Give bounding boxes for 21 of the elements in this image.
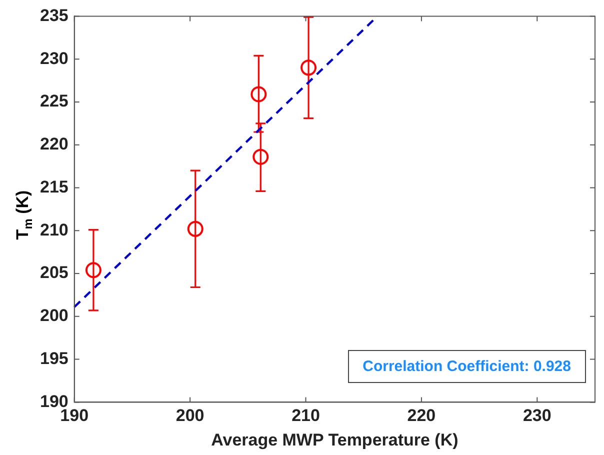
y-tick-label: 220 (40, 134, 68, 154)
x-tick-label: 220 (407, 406, 436, 426)
y-tick-label: 235 (40, 6, 68, 25)
x-tick-label: 210 (292, 406, 320, 426)
y-tick-label: 205 (40, 263, 68, 282)
x-tick-label: 190 (60, 406, 89, 426)
point (85, 262, 102, 278)
y-tick-label: 200 (40, 306, 68, 326)
x-tick-label: 200 (176, 406, 204, 426)
point (250, 86, 267, 102)
x-axis-title: Average MWP Temperature (K) (211, 430, 458, 450)
y-tick-label: 230 (40, 48, 68, 68)
point (252, 148, 269, 165)
point (187, 220, 204, 237)
point (300, 60, 317, 76)
y-tick-label: 215 (40, 177, 68, 196)
y-tick-label: 225 (40, 92, 68, 111)
y-tick-label: 210 (40, 220, 68, 240)
y-tick-label: 195 (40, 349, 68, 368)
annotation: Correlation Coefficient: 0.928 (348, 350, 586, 383)
x-tick-label: 230 (522, 406, 552, 426)
